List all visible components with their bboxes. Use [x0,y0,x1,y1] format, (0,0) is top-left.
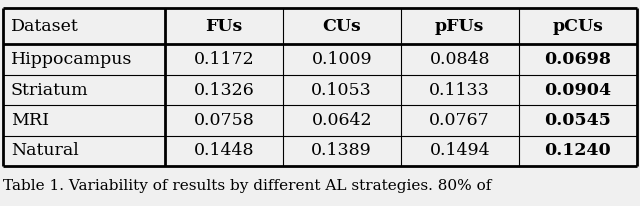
Text: 0.1326: 0.1326 [193,82,254,98]
Text: 0.1448: 0.1448 [193,143,254,159]
Text: CUs: CUs [323,18,361,35]
Text: 0.0767: 0.0767 [429,112,490,129]
Text: pCUs: pCUs [552,18,603,35]
Text: 0.0904: 0.0904 [544,82,611,98]
Text: Hippocampus: Hippocampus [11,51,132,68]
Text: Striatum: Striatum [11,82,88,98]
Text: 0.1172: 0.1172 [193,51,254,68]
Text: MRI: MRI [11,112,49,129]
Text: 0.1133: 0.1133 [429,82,490,98]
Text: 0.1494: 0.1494 [429,143,490,159]
Text: Natural: Natural [11,143,79,159]
Text: pFUs: pFUs [435,18,484,35]
Text: Table 1. Variability of results by different AL strategies. 80% of: Table 1. Variability of results by diffe… [3,179,492,193]
Text: 0.0848: 0.0848 [429,51,490,68]
Text: 0.0545: 0.0545 [544,112,611,129]
Text: FUs: FUs [205,18,243,35]
Text: 0.0698: 0.0698 [544,51,611,68]
Text: 0.1240: 0.1240 [545,143,611,159]
Text: 0.0642: 0.0642 [312,112,372,129]
Text: 0.0758: 0.0758 [193,112,254,129]
Text: Dataset: Dataset [11,18,79,35]
Text: 0.1389: 0.1389 [311,143,372,159]
Text: 0.1053: 0.1053 [311,82,372,98]
Text: 0.1009: 0.1009 [312,51,372,68]
